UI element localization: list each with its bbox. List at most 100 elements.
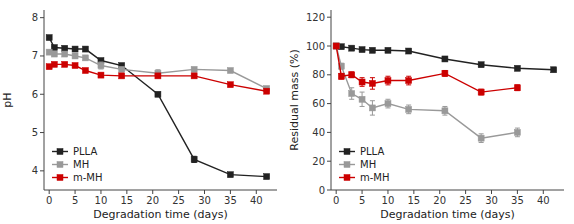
point (119, 66, 125, 72)
legend-label: m-MH (73, 172, 103, 183)
point (349, 45, 355, 51)
y-tick (40, 170, 44, 171)
point (514, 65, 520, 71)
point (359, 79, 365, 85)
x-tick (256, 190, 257, 194)
panel: 051015202530354045678Degradation time (d… (1, 10, 277, 221)
point (478, 62, 484, 68)
x-tick-label: 35 (511, 195, 524, 206)
point (442, 108, 448, 114)
legend-label: PLLA (73, 146, 97, 157)
point (62, 51, 68, 57)
y-tick-label: 60 (312, 98, 325, 109)
x-tick-label: 10 (382, 195, 395, 206)
error-cap (370, 77, 375, 78)
error-cap (349, 99, 354, 100)
x-tick-label: 40 (537, 195, 550, 206)
x-axis-line (331, 190, 564, 191)
error-cap (406, 76, 411, 77)
series (333, 43, 556, 73)
y-tick (327, 46, 331, 47)
y-tick-label: 6 (32, 89, 38, 100)
plot-area (333, 43, 556, 142)
legend-marker (57, 162, 63, 168)
x-tick (543, 190, 544, 194)
x-tick-label: 40 (250, 195, 263, 206)
error-bar (360, 78, 365, 87)
x-tick (439, 190, 440, 194)
y-tick-label: 40 (312, 127, 325, 138)
point (514, 129, 520, 135)
point (359, 96, 365, 102)
error-cap (370, 89, 375, 90)
point (333, 43, 339, 49)
y-tick (327, 103, 331, 104)
error-cap (442, 106, 447, 107)
error-bar (349, 88, 354, 100)
y-tick-label: 4 (32, 165, 38, 176)
point (338, 73, 344, 79)
y-tick (40, 94, 44, 95)
x-tick-label: 5 (359, 195, 365, 206)
y-axis-label: pH (1, 92, 14, 107)
x-tick-label: 15 (407, 195, 420, 206)
point (62, 61, 68, 67)
x-axis-label: Degradation time (days) (93, 208, 228, 221)
y-tick (327, 190, 331, 191)
error-bar (479, 134, 484, 143)
x-tick-label: 20 (146, 195, 159, 206)
point (72, 53, 78, 59)
point (333, 43, 339, 49)
error-cap (479, 133, 484, 134)
series-line (336, 46, 517, 138)
legend-label: m-MH (360, 172, 390, 183)
point (227, 82, 233, 88)
legend: PLLAMHm-MH (339, 146, 390, 183)
series-line (49, 52, 266, 88)
x-tick (413, 190, 414, 194)
point (82, 46, 88, 52)
point (62, 45, 68, 51)
y-tick (327, 161, 331, 162)
error-bar (406, 105, 411, 114)
series (46, 35, 269, 180)
series-line (336, 46, 517, 92)
point (191, 73, 197, 79)
point (72, 63, 78, 69)
error-bar (515, 128, 520, 137)
x-tick-label: 20 (433, 195, 446, 206)
x-tick (152, 190, 153, 194)
y-tick (327, 132, 331, 133)
x-tick (230, 190, 231, 194)
figure: 051015202530354045678Degradation time (d… (0, 0, 574, 224)
error-cap (370, 115, 375, 116)
y-tick (327, 74, 331, 75)
error-cap (479, 142, 484, 143)
error-bar (385, 76, 390, 85)
x-tick-label: 0 (46, 195, 52, 206)
y-tick-label: 7 (32, 50, 38, 61)
error-bar (339, 73, 344, 79)
x-tick (517, 190, 518, 194)
point (264, 88, 270, 94)
error-cap (442, 115, 447, 116)
x-tick (49, 190, 50, 194)
error-cap (406, 84, 411, 85)
x-tick-label: 25 (459, 195, 472, 206)
plot-area (46, 35, 269, 180)
error-cap (406, 113, 411, 114)
x-tick-label: 0 (333, 195, 339, 206)
point (406, 78, 412, 84)
x-tick-label: 30 (198, 195, 211, 206)
error-bar (406, 76, 411, 85)
error-cap (360, 86, 365, 87)
x-tick-label: 15 (120, 195, 133, 206)
y-axis-label: Residual mass (%) (288, 49, 301, 150)
error-bar (349, 72, 354, 78)
legend-label: MH (73, 159, 89, 170)
legend-marker (57, 149, 63, 155)
error-cap (385, 84, 390, 85)
legend-marker (344, 149, 350, 155)
error-bar (479, 89, 484, 95)
legend: PLLA MH m-MH (52, 146, 103, 183)
